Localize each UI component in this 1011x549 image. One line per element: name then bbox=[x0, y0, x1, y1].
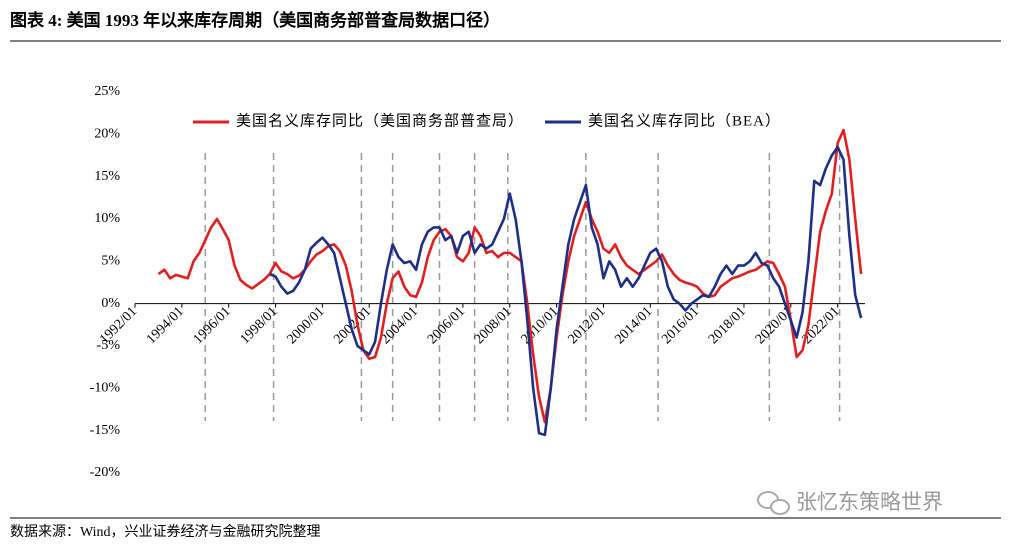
y-tick-label: -5% bbox=[97, 338, 121, 353]
y-tick-label: 25% bbox=[94, 84, 120, 99]
chart-title: 图表 4: 美国 1993 年以来库存周期（美国商务部普查局数据口径） bbox=[10, 10, 500, 30]
legend-label: 美国名义库存同比（美国商务部普查局） bbox=[236, 112, 524, 129]
source-note: 数据来源：Wind，兴业证券经济与金融研究院整理 bbox=[10, 524, 321, 540]
x-tick-label: 2000/01 bbox=[284, 304, 327, 347]
series-line bbox=[157, 128, 863, 424]
watermark-icon bbox=[757, 491, 790, 515]
x-tick-label: 2018/01 bbox=[706, 304, 749, 347]
y-tick-label: -20% bbox=[90, 465, 121, 480]
series-line bbox=[269, 145, 863, 437]
y-tick-label: 15% bbox=[94, 169, 120, 184]
legend-label: 美国名义库存同比（BEA） bbox=[588, 112, 781, 129]
x-tick-label: 2014/01 bbox=[612, 304, 655, 347]
y-tick-label: 20% bbox=[94, 127, 120, 142]
y-tick-label: -15% bbox=[90, 423, 121, 438]
y-tick-label: -10% bbox=[90, 381, 121, 396]
x-tick-label: 2002/01 bbox=[331, 304, 374, 347]
x-tick-label: 2006/01 bbox=[425, 304, 468, 347]
x-tick-label: 2022/01 bbox=[800, 304, 843, 347]
x-tick-label: 1996/01 bbox=[191, 304, 234, 347]
watermark: 张忆东策略世界 bbox=[796, 490, 943, 514]
x-tick-label: 2012/01 bbox=[565, 304, 608, 347]
x-tick-label: 1994/01 bbox=[144, 304, 187, 347]
y-tick-label: 0% bbox=[101, 296, 120, 311]
x-tick-label: 2016/01 bbox=[659, 304, 702, 347]
y-tick-label: 5% bbox=[101, 254, 120, 269]
y-tick-label: 10% bbox=[94, 211, 120, 226]
